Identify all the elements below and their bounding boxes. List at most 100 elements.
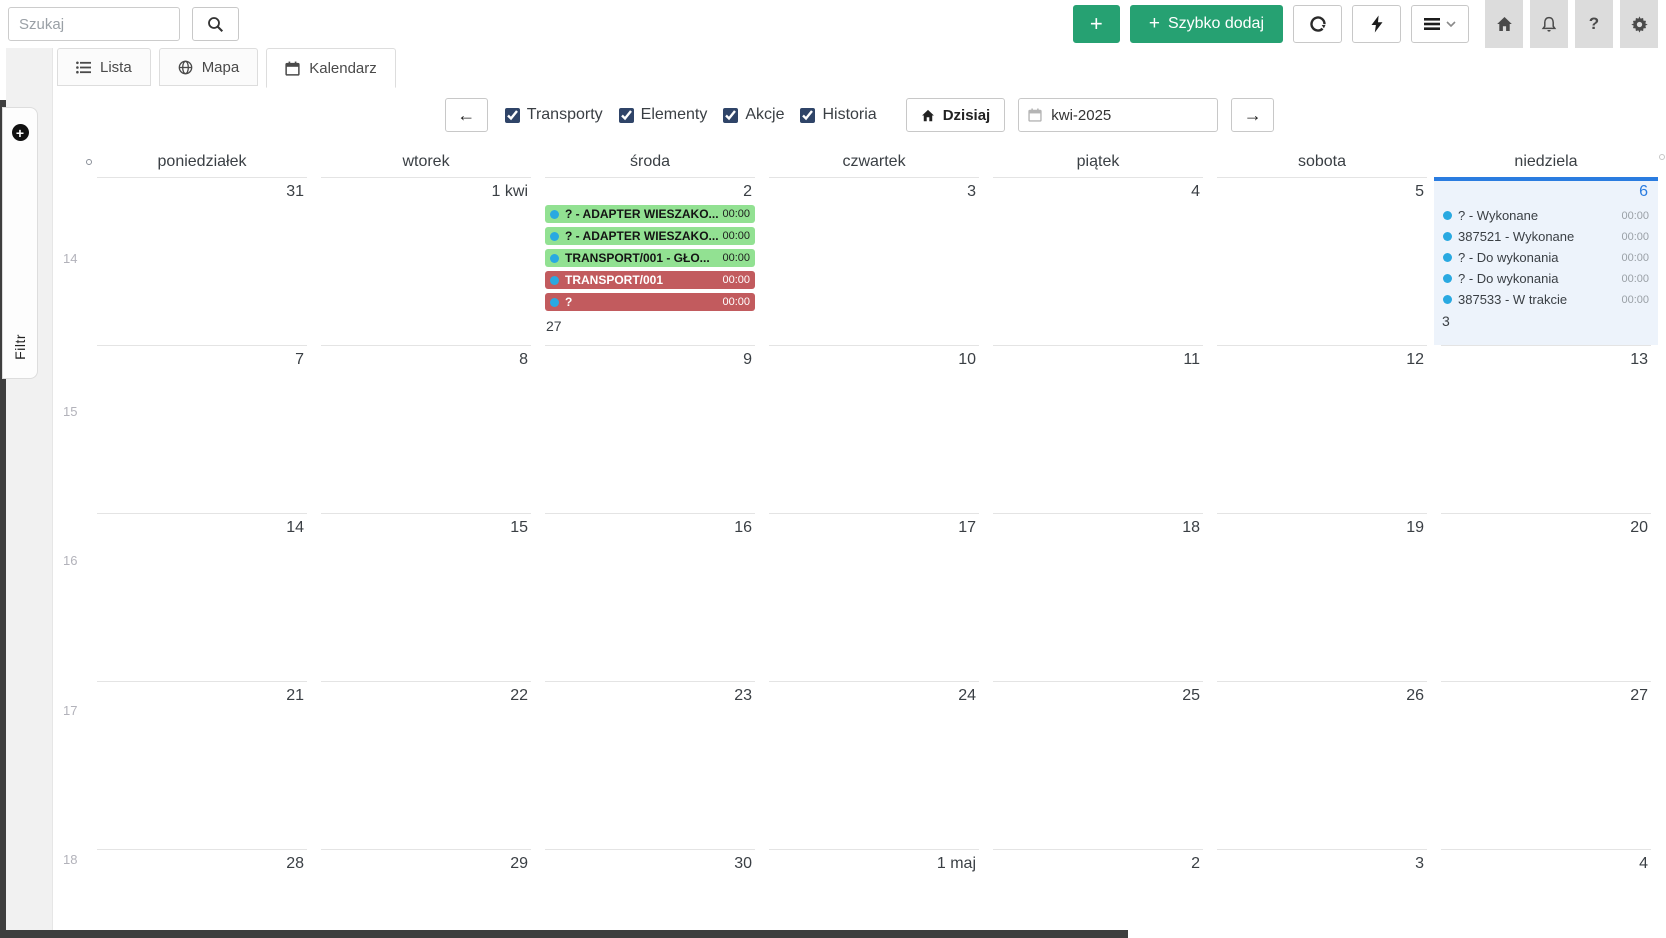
tab-lista[interactable]: Lista — [57, 48, 151, 86]
handle-dot-icon[interactable] — [86, 159, 92, 165]
day-cell[interactable]: 26 — [1210, 681, 1434, 849]
day-cell[interactable]: 8 — [314, 345, 538, 513]
month-picker[interactable]: kwi-2025 — [1018, 98, 1219, 132]
event-time: 00:00 — [1621, 272, 1649, 285]
calendar-event[interactable]: ? - ADAPTER WIESZAKO... 00:00 — [545, 205, 755, 223]
today-button[interactable]: Dzisiaj — [905, 98, 1006, 132]
settings-button[interactable] — [1620, 0, 1658, 48]
weekday-header: niedziela — [1514, 153, 1578, 170]
add-button[interactable]: + — [1072, 5, 1120, 43]
day-cell[interactable]: 27 — [1434, 681, 1658, 849]
filter-panel-toggle[interactable]: + Filtr — [2, 107, 38, 379]
tab-kalendarz[interactable]: Kalendarz — [266, 48, 396, 88]
filter-panel-label: Filtr — [12, 334, 28, 360]
filter-transporty[interactable]: Transporty — [504, 106, 603, 124]
bottom-scrollbar[interactable] — [0, 930, 1128, 938]
refresh-button[interactable] — [1293, 5, 1342, 43]
day-cell[interactable]: 4 — [986, 177, 1210, 345]
search-button[interactable] — [192, 7, 239, 41]
actions-button[interactable] — [1352, 5, 1401, 43]
day-cell[interactable]: 13 — [1434, 345, 1658, 513]
day-cell[interactable]: 5 — [1210, 177, 1434, 345]
day-cell[interactable]: 3 — [762, 177, 986, 345]
filter-elementy[interactable]: Elementy — [618, 106, 707, 124]
day-cell[interactable]: 2 — [986, 849, 1210, 938]
calendar-week-row: 15 7 8 9 10 11 12 13 — [53, 345, 1666, 513]
calendar-event[interactable]: 387533 - W trakcie 00:00 — [1441, 289, 1651, 310]
day-cell[interactable]: 1 maj — [762, 849, 986, 938]
week-number: 17 — [63, 703, 78, 718]
event-title: TRANSPORT/001 - GŁO... — [565, 251, 710, 265]
day-cell[interactable]: 22 — [314, 681, 538, 849]
calendar-event[interactable]: ? 00:00 — [545, 293, 755, 311]
handle-dot-icon[interactable] — [1659, 154, 1665, 160]
day-cell[interactable]: 21 — [90, 681, 314, 849]
home-button[interactable] — [1485, 0, 1523, 48]
event-title: ? - Wykonane — [1458, 208, 1539, 223]
day-cell[interactable]: 19 — [1210, 513, 1434, 681]
filter-historia[interactable]: Historia — [800, 106, 877, 124]
day-number: 22 — [510, 687, 528, 704]
day-number: 25 — [1182, 687, 1200, 704]
calendar-event[interactable]: TRANSPORT/001 - GŁO... 00:00 — [545, 249, 755, 267]
help-button[interactable]: ? — [1575, 0, 1613, 48]
calendar-week-row: 14 31 1 kwi 2? - ADAPTER WIESZAKO... 00:00? … — [53, 177, 1666, 345]
menu-button[interactable] — [1411, 5, 1469, 43]
day-cell[interactable]: 30 — [538, 849, 762, 938]
tab-mapa[interactable]: Mapa — [158, 48, 259, 86]
day-cell[interactable]: 14 — [90, 513, 314, 681]
calendar-event[interactable]: ? - Do wykonania 00:00 — [1441, 268, 1651, 289]
calendar-event[interactable]: ? - ADAPTER WIESZAKO... 00:00 — [545, 227, 755, 245]
calendar-event[interactable]: ? - Do wykonania 00:00 — [1441, 247, 1651, 268]
next-month-button[interactable]: → — [1231, 98, 1275, 132]
elementy-checkbox[interactable] — [618, 107, 634, 123]
calendar-event[interactable]: ? - Wykonane 00:00 — [1441, 205, 1651, 226]
home-icon — [1496, 16, 1513, 32]
more-events-count[interactable]: 27 — [546, 318, 562, 334]
prev-month-button[interactable]: ← — [444, 98, 488, 132]
plus-icon: + — [1148, 13, 1160, 34]
day-number: 10 — [958, 351, 976, 368]
day-cell[interactable]: 2? - ADAPTER WIESZAKO... 00:00? - ADAPTER… — [538, 177, 762, 345]
day-cell[interactable]: 24 — [762, 681, 986, 849]
filter-add-icon[interactable]: + — [11, 124, 29, 141]
transporty-checkbox[interactable] — [504, 107, 520, 123]
day-cell[interactable]: 16 — [538, 513, 762, 681]
event-dot-icon — [1443, 274, 1452, 283]
filter-akcje[interactable]: Akcje — [723, 106, 784, 124]
more-events-count[interactable]: 3 — [1442, 313, 1450, 329]
list-icon — [76, 61, 91, 74]
day-cell[interactable]: 4 — [1434, 849, 1658, 938]
day-number: 5 — [1415, 183, 1424, 200]
day-cell[interactable]: 18 — [986, 513, 1210, 681]
day-cell[interactable]: 15 — [314, 513, 538, 681]
calendar-event[interactable]: 387521 - Wykonane 00:00 — [1441, 226, 1651, 247]
day-cell[interactable]: 10 — [762, 345, 986, 513]
day-number: 9 — [743, 351, 752, 368]
search-input[interactable] — [8, 7, 180, 41]
day-cell[interactable]: 9 — [538, 345, 762, 513]
notifications-button[interactable] — [1530, 0, 1568, 48]
day-cell[interactable]: 17 — [762, 513, 986, 681]
akcje-checkbox[interactable] — [723, 107, 739, 123]
day-cell[interactable]: 23 — [538, 681, 762, 849]
day-cell[interactable]: 25 — [986, 681, 1210, 849]
system-icon-group: ? — [1485, 0, 1658, 48]
quick-add-button[interactable]: + Szybko dodaj — [1129, 5, 1283, 43]
historia-checkbox[interactable] — [800, 107, 816, 123]
day-number: 17 — [958, 519, 976, 536]
day-cell[interactable]: 29 — [314, 849, 538, 938]
day-cell[interactable]: 11 — [986, 345, 1210, 513]
day-cell[interactable]: 31 — [90, 177, 314, 345]
event-dot-icon — [550, 275, 559, 285]
day-cell[interactable]: 1 kwi — [314, 177, 538, 345]
calendar-event[interactable]: TRANSPORT/001 00:00 — [545, 271, 755, 289]
day-cell[interactable]: 3 — [1210, 849, 1434, 938]
event-time: 00:00 — [1621, 293, 1649, 306]
day-cell[interactable]: 20 — [1434, 513, 1658, 681]
day-cell[interactable]: 7 — [90, 345, 314, 513]
day-number: 18 — [1182, 519, 1200, 536]
day-cell[interactable]: 12 — [1210, 345, 1434, 513]
day-cell[interactable]: 28 — [90, 849, 314, 938]
day-cell[interactable]: 6 ? - Wykonane 00:00 387521 - Wykonane 00:00… — [1434, 177, 1658, 345]
